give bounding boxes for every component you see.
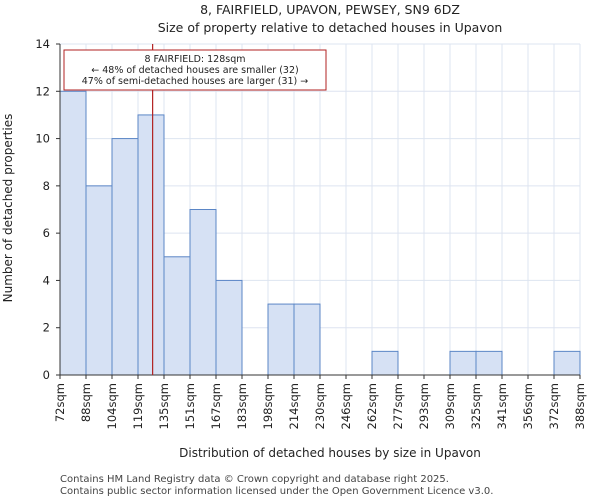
footer-line-1: Contains HM Land Registry data © Crown c… (60, 474, 449, 485)
x-tick-label: 246sqm (339, 383, 353, 429)
x-tick-label: 372sqm (547, 383, 561, 429)
bar (475, 350, 503, 376)
bar (189, 209, 217, 376)
bar (85, 185, 113, 376)
y-tick-label: 6 (43, 226, 50, 240)
x-tick-label: 277sqm (391, 383, 405, 429)
chart-subtitle: Size of property relative to detached ho… (158, 20, 503, 35)
bar (449, 350, 477, 376)
x-tick-label: 230sqm (313, 383, 327, 429)
x-tick-label: 309sqm (443, 383, 457, 429)
y-tick-label: 14 (35, 37, 50, 51)
y-tick-label: 12 (35, 84, 50, 98)
x-tick-label: 325sqm (469, 383, 483, 429)
bar (59, 90, 87, 376)
bar (293, 303, 321, 376)
property-marker: 8 FAIRFIELD: 128sqm← 48% of detached hou… (63, 44, 327, 375)
bar (111, 138, 139, 376)
annotation-line: ← 48% of detached houses are smaller (32… (91, 65, 298, 76)
footer-line-2: Contains public sector information licen… (60, 486, 493, 497)
x-axis-label: Distribution of detached houses by size … (179, 446, 481, 460)
annotation-box (63, 49, 327, 91)
y-tick-label: 8 (43, 179, 50, 193)
x-tick-labels: 72sqm 88sqm 104sqm 119sqm 135sqm 151sqm 167sqm… (53, 375, 587, 429)
chart-title: 8, FAIRFIELD, UPAVON, PEWSEY, SN9 6DZ (200, 2, 460, 17)
x-tick-label: 167sqm (209, 383, 223, 429)
x-tick-label: 151sqm (183, 383, 197, 429)
x-tick-label: 388sqm (573, 383, 587, 429)
y-axis-label: Number of detached properties (1, 114, 15, 303)
y-tick-labels: 0 2 4 6 8 10 12 14 (35, 37, 60, 382)
bar (163, 256, 191, 376)
x-tick-label: 88sqm (79, 383, 93, 422)
x-tick-label: 293sqm (417, 383, 431, 429)
x-tick-label: 198sqm (261, 383, 275, 429)
bar (553, 350, 581, 376)
y-tick-label: 4 (43, 273, 50, 287)
annotation-line: 8 FAIRFIELD: 128sqm (144, 54, 245, 65)
x-tick-label: 104sqm (105, 383, 119, 429)
x-tick-label: 135sqm (157, 383, 171, 429)
y-tick-label: 2 (43, 321, 50, 335)
x-tick-label: 119sqm (131, 383, 145, 429)
y-tick-label: 0 (43, 368, 50, 382)
x-tick-label: 341sqm (495, 383, 509, 429)
annotation-line: 47% of semi-detached houses are larger (… (82, 76, 309, 87)
x-tick-label: 356sqm (521, 383, 535, 429)
bar (215, 279, 243, 376)
bars (59, 90, 581, 376)
bar (267, 303, 295, 376)
bar (137, 114, 165, 376)
x-tick-label: 262sqm (365, 383, 379, 429)
x-tick-label: 72sqm (53, 383, 67, 422)
x-tick-label: 183sqm (235, 383, 249, 429)
x-tick-label: 214sqm (287, 383, 301, 429)
bar (371, 350, 399, 376)
y-tick-label: 10 (35, 132, 50, 146)
